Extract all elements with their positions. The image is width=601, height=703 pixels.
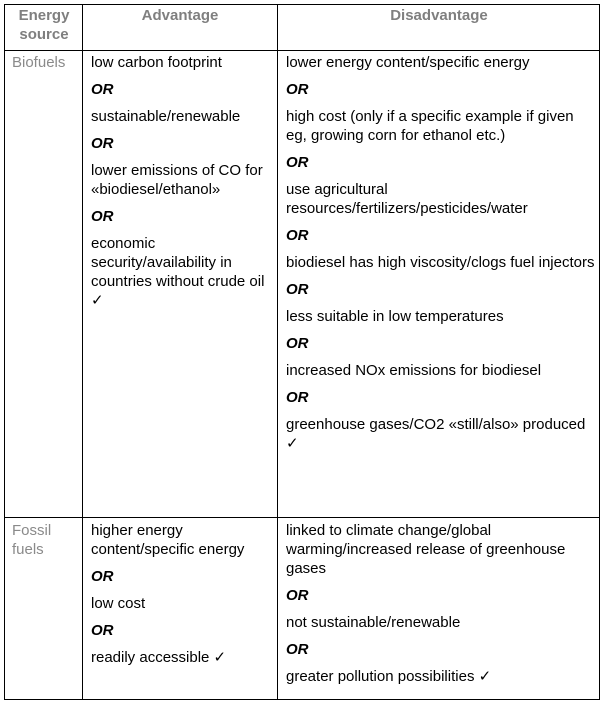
advantage-item: sustainable/renewable (91, 108, 241, 125)
disadvantage-cell: lower energy content/specific energy OR … (286, 53, 598, 453)
disadvantage-item: less suitable in low temperatures (286, 308, 504, 325)
header-advantage: Advantage (141, 7, 219, 24)
advantage-item: readily accessible ✓ (91, 649, 227, 666)
energy-sources-table: Energy source Advantage Disadvantage Bio… (4, 4, 600, 700)
column-divider (82, 5, 83, 699)
or-connector: OR (286, 154, 309, 171)
advantage-cell: higher energy content/specific energy OR… (91, 521, 277, 667)
column-divider (277, 5, 278, 699)
disadvantage-item: biodiesel has high viscosity/clogs fuel … (286, 254, 595, 271)
advantage-item: low carbon footprint (91, 54, 222, 71)
energy-source-label: Fossil fuels (12, 522, 52, 558)
row-divider (5, 50, 599, 51)
disadvantage-item: use agricultural resources/fertilizers/p… (286, 181, 528, 217)
disadvantage-item: not sustainable/renewable (286, 614, 461, 631)
disadvantage-item: high cost (only if a specific example if… (286, 108, 574, 144)
or-connector: OR (91, 135, 114, 152)
disadvantage-cell: linked to climate change/global warming/… (286, 521, 598, 686)
advantage-item: low cost (91, 595, 146, 612)
or-connector: OR (286, 281, 309, 298)
or-connector: OR (91, 81, 114, 98)
disadvantage-item: lower energy content/specific energy (286, 54, 530, 71)
energy-source-label: Biofuels (12, 54, 66, 71)
or-connector: OR (91, 208, 114, 225)
or-connector: OR (286, 335, 309, 352)
advantage-item: higher energy content/specific energy (91, 522, 245, 558)
disadvantage-item: greenhouse gases/CO2 «still/also» produc… (286, 416, 586, 452)
header-energy-source: Energy source (18, 7, 70, 43)
disadvantage-item: greater pollution possibilities ✓ (286, 668, 492, 685)
or-connector: OR (286, 227, 309, 244)
disadvantage-item: linked to climate change/global warming/… (286, 522, 566, 577)
or-connector: OR (91, 568, 114, 585)
or-connector: OR (286, 81, 309, 98)
advantage-item: economic security/availability in countr… (91, 235, 265, 309)
or-connector: OR (286, 389, 309, 406)
advantage-cell: low carbon footprint OR sustainable/rene… (91, 53, 277, 310)
or-connector: OR (286, 587, 309, 604)
header-disadvantage: Disadvantage (390, 7, 488, 24)
row-divider (5, 517, 599, 518)
disadvantage-item: increased NOx emissions for biodiesel (286, 362, 542, 379)
advantage-item: lower emissions of CO for «biodiesel/eth… (91, 162, 263, 198)
or-connector: OR (91, 622, 114, 639)
or-connector: OR (286, 641, 309, 658)
